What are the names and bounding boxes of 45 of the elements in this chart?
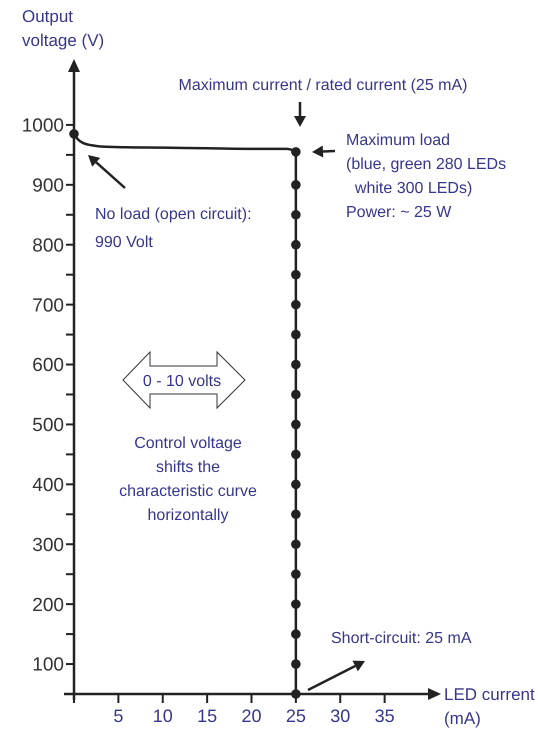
y-tick-label: 400	[32, 474, 64, 496]
point	[291, 390, 301, 400]
annotation: Short-circuit: 25 mA	[331, 630, 472, 647]
point	[291, 539, 301, 550]
point	[291, 300, 301, 310]
point	[291, 330, 301, 340]
point	[291, 360, 301, 370]
y-tick-label: 800	[32, 235, 64, 256]
point	[291, 450, 301, 460]
y-tick-label: 700	[32, 295, 64, 316]
point	[291, 480, 301, 490]
point	[69, 129, 79, 139]
point	[291, 629, 301, 639]
point	[291, 599, 301, 609]
x-tick-label: 5	[113, 706, 124, 726]
y-tick-label: 100	[32, 654, 64, 676]
x-axis-title: LED current (mA)	[444, 685, 535, 728]
x-tick-label: 30	[330, 706, 350, 726]
annotation: No load (open circuit): 990 Volt	[95, 206, 252, 251]
point	[291, 270, 301, 280]
annotation: Control voltage shifts the characteristic curve horizontally	[119, 435, 258, 524]
y-tick-label: 500	[32, 415, 64, 436]
point	[291, 659, 301, 669]
point	[291, 420, 301, 430]
point	[291, 689, 301, 699]
y-tick-label: 900	[32, 175, 64, 196]
y-tick-label: 300	[32, 534, 64, 556]
y-tick-label: 200	[32, 594, 64, 616]
y-tick-label: 1000	[22, 116, 64, 137]
point	[291, 210, 301, 220]
y-tick-label: 600	[32, 355, 64, 376]
annotation: Maximum load (blue, green 280 LEDs white 300 LEDs) Power: ~ 25 W	[346, 132, 506, 221]
x-tick-label: 35	[374, 706, 395, 726]
x-tick-label: 25	[286, 706, 306, 726]
y-axis-title: Output voltage (V)	[22, 7, 104, 50]
x-tick-label: 20	[241, 706, 262, 726]
point	[291, 569, 301, 579]
annotation: 0 - 10 volts	[142, 373, 222, 390]
annotation: Maximum current / rated current (25 mA)	[178, 77, 468, 94]
point	[291, 180, 301, 190]
point	[291, 240, 301, 250]
point	[291, 509, 301, 520]
x-tick-label: 15	[197, 706, 218, 726]
point	[291, 147, 301, 157]
x-tick-label: 10	[152, 706, 173, 726]
